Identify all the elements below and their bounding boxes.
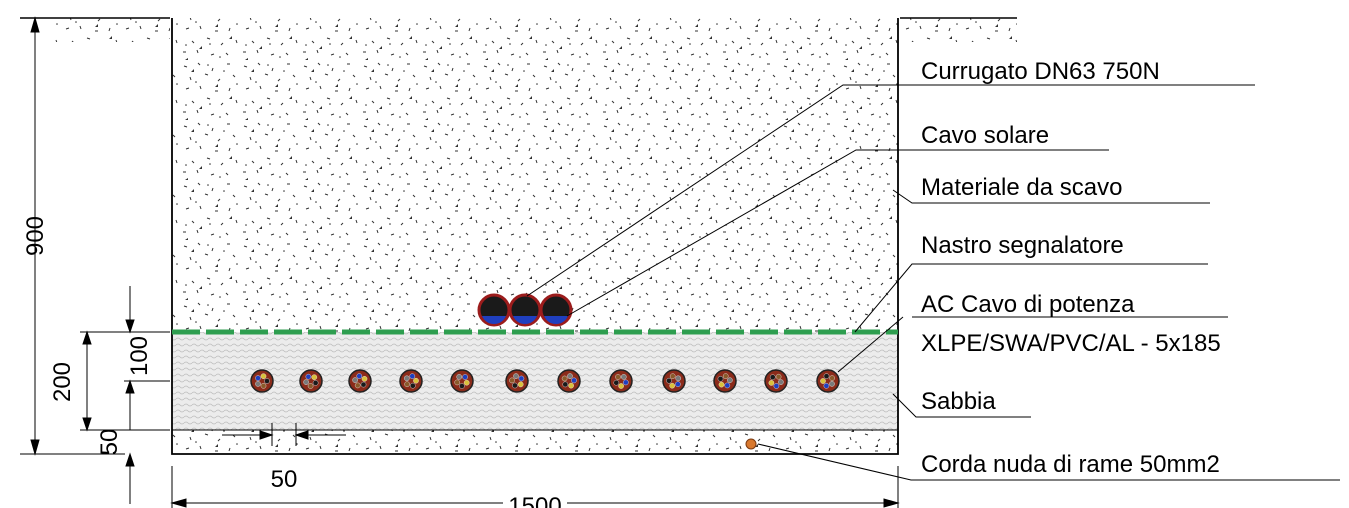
label-corda: Corda nuda di rame 50mm2 xyxy=(921,451,1220,478)
dim-cable-spacing-text: 50 xyxy=(271,466,298,493)
power-cable xyxy=(816,369,840,393)
power-cable xyxy=(662,369,686,393)
label-ac-cavo: AC Cavo di potenza xyxy=(921,291,1135,318)
conduit-group xyxy=(477,293,573,327)
ground-left-strip xyxy=(53,18,170,42)
leader-materiale xyxy=(892,189,1210,204)
dim-tape-offset-text: 100 xyxy=(126,336,153,376)
power-cable xyxy=(764,369,788,393)
dim-total-depth-text: 900 xyxy=(22,216,49,256)
leader-sabbia xyxy=(892,393,1031,418)
trench-outline xyxy=(171,18,899,455)
power-cable xyxy=(505,369,529,393)
leader-ac-cavo xyxy=(837,316,904,373)
power-cable xyxy=(713,369,737,393)
power-cable xyxy=(450,369,474,393)
power-cable xyxy=(609,369,633,393)
leader-cavo-solare xyxy=(566,149,1109,317)
conduit-1 xyxy=(477,293,511,327)
power-cable xyxy=(399,369,423,393)
power-cable xyxy=(557,369,581,393)
dim-cable-spacing xyxy=(222,423,346,446)
leader-corda xyxy=(757,443,1340,481)
dim-bottom xyxy=(125,452,135,504)
label-nastro: Nastro segnalatore xyxy=(921,232,1124,259)
power-cables-row xyxy=(250,369,840,393)
dim-trench-width-text: 1500 xyxy=(508,493,561,508)
dim-tape-offset xyxy=(124,286,170,430)
label-cavo-solare: Cavo solare xyxy=(921,122,1049,149)
dim-sand-text: 200 xyxy=(49,362,76,402)
conduit-3 xyxy=(539,293,573,327)
dim-sand xyxy=(80,330,170,432)
power-cable xyxy=(348,369,372,393)
conduit-2 xyxy=(508,293,542,327)
leader-lines xyxy=(526,84,1340,481)
power-cable xyxy=(299,369,323,393)
power-cable xyxy=(250,369,274,393)
bottom-layer xyxy=(172,430,898,454)
sand-layer xyxy=(172,332,898,430)
dim-total-depth xyxy=(20,16,125,456)
excavated-material-layer xyxy=(172,18,898,332)
label-ac-cavo-spec: XLPE/SWA/PVC/AL - 5x185 xyxy=(921,330,1221,357)
label-corrugato: Currugato DN63 750N xyxy=(921,58,1160,85)
dim-bottom-text: 50 xyxy=(96,429,123,456)
label-materiale: Materiale da scavo xyxy=(921,174,1122,201)
label-sabbia: Sabbia xyxy=(921,388,996,415)
copper-wire xyxy=(745,438,757,450)
dim-trench-width-bg xyxy=(503,493,567,508)
leader-corrugato xyxy=(526,84,1255,297)
ground-right-strip xyxy=(900,18,1017,42)
leader-nastro xyxy=(854,263,1208,333)
